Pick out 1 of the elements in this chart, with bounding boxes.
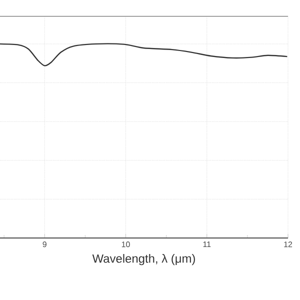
x-axis-title: Wavelength, λ (μm) xyxy=(92,254,195,266)
